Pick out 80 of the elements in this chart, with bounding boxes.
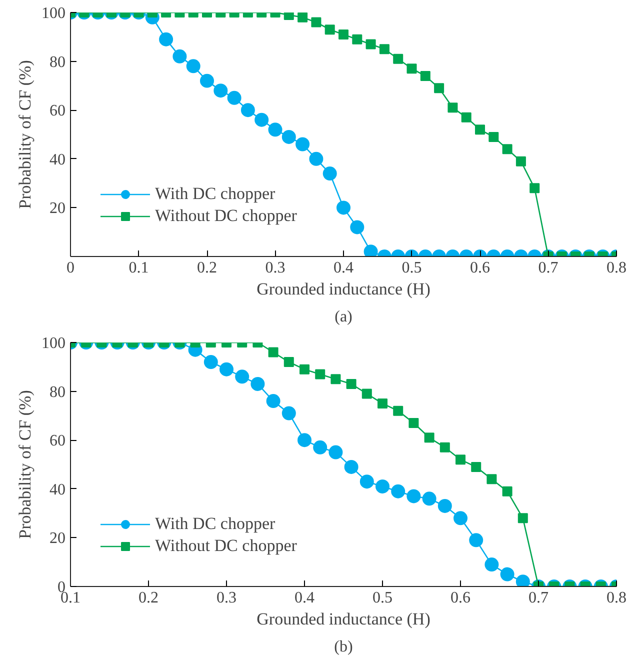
point <box>406 64 417 74</box>
point <box>344 460 358 474</box>
x-tick-label: 0.2 <box>197 260 217 276</box>
point <box>420 70 430 81</box>
x-tick-label: 0.1 <box>128 260 149 276</box>
legend-label: Without DC chopper <box>155 206 297 226</box>
text: (a) <box>334 308 352 326</box>
point <box>440 442 450 452</box>
point <box>240 103 255 118</box>
point <box>391 484 406 498</box>
point <box>438 498 452 513</box>
point <box>434 83 444 94</box>
legend-label: With DC chopper <box>155 514 276 534</box>
x-tick-label: 0.3 <box>216 590 236 606</box>
x-tick-label: 0.6 <box>450 590 470 606</box>
x-tick-label: 0.2 <box>138 590 158 606</box>
point <box>454 511 468 526</box>
text: (b) <box>334 638 353 656</box>
y-axis-title: Probability of CF (%) <box>16 60 34 209</box>
point <box>406 489 421 504</box>
x-tick-label: 0.8 <box>606 590 626 606</box>
point <box>424 432 434 443</box>
y-tick-label: 40 <box>50 481 66 498</box>
point <box>461 112 472 122</box>
point <box>328 445 343 460</box>
y-tick-label: 100 <box>42 335 66 352</box>
x-tick-label: 0.5 <box>372 590 392 606</box>
point <box>502 486 512 496</box>
x-tick-label: 0.8 <box>606 260 626 276</box>
point <box>254 112 269 127</box>
point <box>488 132 499 142</box>
y-tick-label: 20 <box>50 200 66 218</box>
x-tick-label: 0.4 <box>294 590 314 606</box>
legend-label: With DC chopper <box>155 184 276 204</box>
x-tick-label: 0.4 <box>334 260 354 276</box>
point <box>456 454 466 465</box>
point <box>200 74 214 88</box>
point <box>475 124 485 135</box>
point <box>309 152 324 166</box>
point <box>214 84 228 98</box>
point <box>471 462 482 472</box>
x-tick-label: 0.6 <box>470 260 490 276</box>
x-tick-label: 0.7 <box>528 590 548 606</box>
y-tick-label: 100 <box>42 5 66 22</box>
point <box>408 418 419 428</box>
point <box>379 44 390 54</box>
y-tick-label: 60 <box>50 102 66 120</box>
y-axis-title: Probability of CF (%) <box>16 390 34 539</box>
x-tick-label: 0.3 <box>265 260 286 276</box>
point <box>268 122 282 137</box>
y-tick-label: 20 <box>50 530 66 548</box>
point <box>186 59 200 74</box>
legend-label: Without DC chopper <box>155 536 297 556</box>
point <box>502 144 512 154</box>
point <box>516 156 526 166</box>
point <box>516 574 530 586</box>
point <box>518 513 528 524</box>
point <box>298 433 312 448</box>
point <box>448 102 458 113</box>
x-axis-title: Grounded inductance (H) <box>256 280 430 298</box>
point <box>393 54 404 64</box>
x-axis-title: Grounded inductance (H) <box>256 610 430 628</box>
x-tick-label: 0.7 <box>538 260 558 276</box>
y-tick-label: 80 <box>50 384 66 401</box>
point <box>296 137 310 152</box>
point <box>376 479 390 494</box>
point <box>227 90 242 105</box>
point <box>282 406 296 420</box>
y-tick-label: 40 <box>50 151 66 168</box>
y-tick-label: 80 <box>50 54 66 71</box>
point <box>378 398 388 408</box>
point <box>266 394 280 408</box>
point <box>393 406 404 416</box>
point <box>360 474 374 489</box>
point <box>422 492 436 506</box>
y-tick-label: 60 <box>50 432 66 450</box>
point <box>486 474 497 484</box>
x-tick-label: 0.5 <box>402 260 422 276</box>
point <box>313 440 328 454</box>
point <box>282 130 296 144</box>
